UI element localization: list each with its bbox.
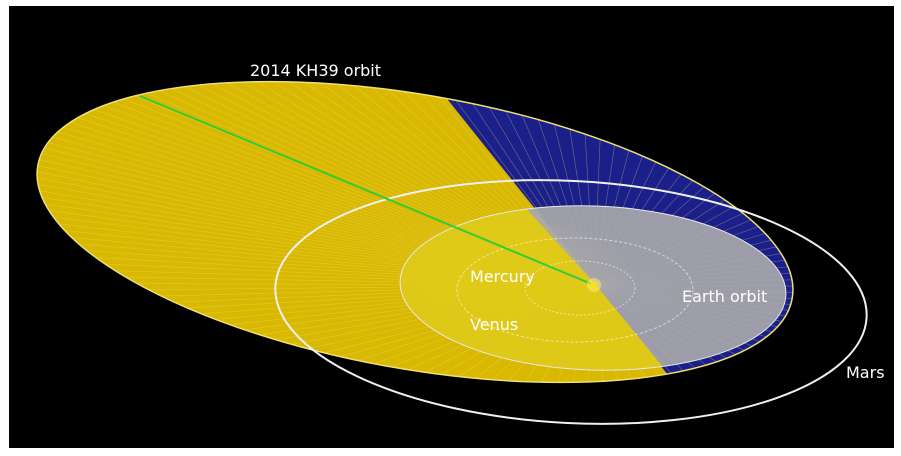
line-of-nodes: [139, 95, 595, 286]
mars-label: Mars: [846, 363, 885, 382]
venus-label: Venus: [470, 315, 518, 334]
earth-orbit-label: Earth orbit: [682, 287, 767, 306]
earth-orbit-outline: [399, 205, 787, 371]
venus-orbit: [456, 237, 694, 343]
asteroid-orbit-outline: [36, 80, 794, 384]
mars-orbit: [274, 179, 868, 425]
sun: [590, 281, 598, 289]
asteroid-orbit-label: 2014 KH39 orbit: [250, 61, 381, 80]
mercury-orbit: [524, 260, 636, 316]
mercury-label: Mercury: [470, 267, 535, 286]
earth-orbit-yellow-overlap: [397, 199, 672, 377]
